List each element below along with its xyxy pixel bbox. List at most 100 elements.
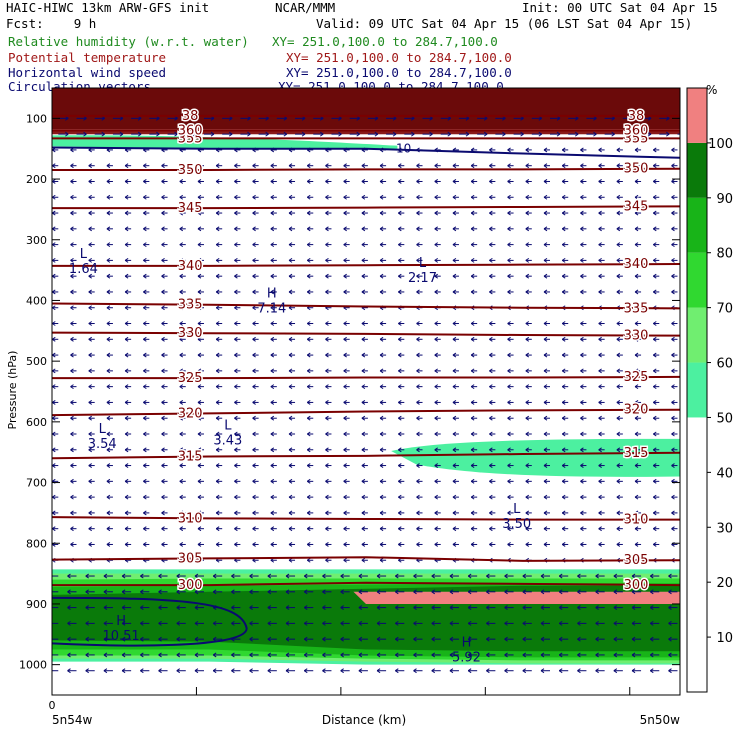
wind-vector-183 bbox=[197, 194, 204, 200]
wind-vector-111 bbox=[161, 163, 168, 169]
wind-vector-726 bbox=[525, 431, 532, 437]
wind-vector-943 bbox=[652, 526, 660, 532]
wind-vector-69 bbox=[677, 133, 680, 135]
wind-vector-1015 bbox=[52, 573, 59, 579]
wind-vector-123 bbox=[379, 163, 387, 169]
wind-vector-579 bbox=[398, 368, 405, 374]
forecast-hour: Fcst: 9 h bbox=[6, 16, 97, 31]
y-tick-label-200: 200 bbox=[26, 173, 47, 186]
wind-vector-629 bbox=[671, 384, 678, 390]
wind-vector-664 bbox=[671, 400, 678, 405]
extremum-H-6: H bbox=[116, 614, 126, 629]
wind-vector-893 bbox=[379, 510, 387, 516]
wind-vector-1134 bbox=[303, 620, 314, 626]
wind-vector-533 bbox=[197, 352, 204, 358]
wind-vector-1054 bbox=[121, 589, 132, 595]
wind-vector-216 bbox=[161, 210, 168, 216]
wind-vector-335 bbox=[416, 257, 423, 263]
wind-vector-996 bbox=[343, 557, 350, 563]
theta-label-350-0: 350 bbox=[178, 163, 203, 178]
wind-vector-149 bbox=[215, 179, 223, 184]
wind-vector-799 bbox=[580, 463, 587, 468]
wind-vector-1229 bbox=[121, 668, 132, 674]
wind-vector-369 bbox=[398, 273, 405, 279]
wind-vector-301 bbox=[434, 242, 441, 248]
wind-vector-373 bbox=[470, 273, 478, 279]
wind-vector-584 bbox=[489, 368, 496, 374]
wind-vector-892 bbox=[361, 510, 368, 516]
y-tick-label-600: 600 bbox=[26, 416, 47, 429]
extremum-value-6: 10.51 bbox=[102, 629, 139, 644]
wind-vector-963 bbox=[379, 542, 387, 547]
wind-vector-1120 bbox=[52, 620, 59, 626]
wind-vector-828 bbox=[470, 478, 478, 484]
wind-vector-313 bbox=[652, 242, 660, 248]
wind-vector-419 bbox=[671, 289, 678, 295]
extremum-value-1: 2.17 bbox=[408, 271, 437, 286]
colorbar-unit: % bbox=[706, 83, 717, 97]
wind-vector-1244 bbox=[395, 668, 405, 674]
wind-vector-262 bbox=[361, 226, 368, 232]
colorbar-tick-label-30: 30 bbox=[716, 521, 733, 536]
wind-vector-288 bbox=[197, 242, 204, 248]
wind-vector-136 bbox=[616, 163, 623, 169]
wind-vector-1115 bbox=[595, 605, 605, 611]
wind-vector-1247 bbox=[449, 668, 459, 674]
wind-vector-1091 bbox=[158, 605, 168, 611]
wind-vector-677 bbox=[270, 415, 277, 421]
wind-vector-1212 bbox=[449, 652, 459, 658]
wind-vector-1032 bbox=[358, 573, 368, 579]
wind-vector-957 bbox=[270, 542, 277, 547]
wind-vector-259 bbox=[306, 226, 314, 232]
wind-vector-823 bbox=[379, 478, 387, 484]
y-tick-label-900: 900 bbox=[26, 598, 47, 611]
wind-vector-911 bbox=[70, 526, 77, 532]
wind-vector-468 bbox=[288, 321, 296, 326]
wind-vector-206 bbox=[616, 194, 623, 200]
wind-vector-718 bbox=[379, 431, 387, 437]
wind-vector-682 bbox=[361, 415, 368, 421]
theta-label-340-0: 340 bbox=[178, 259, 203, 274]
wind-vector-195 bbox=[416, 194, 423, 200]
wind-vector-248 bbox=[106, 226, 113, 232]
wind-vector-798 bbox=[561, 463, 569, 468]
wind-vector-1130 bbox=[231, 620, 241, 626]
wind-vector-343 bbox=[561, 257, 569, 263]
wind-vector-921 bbox=[252, 526, 259, 532]
legend-theta-xy: XY= 251.0,100.0 to 284.7,100.0 bbox=[286, 50, 512, 65]
wind-vector-710 bbox=[234, 431, 241, 437]
wind-vector-571 bbox=[252, 368, 259, 374]
wind-vector-820 bbox=[325, 478, 332, 484]
wind-vector-1236 bbox=[249, 668, 259, 674]
wind-vector-853 bbox=[288, 494, 296, 500]
wind-vector-811 bbox=[161, 478, 168, 484]
wind-vector-570 bbox=[234, 368, 241, 374]
wind-vector-861 bbox=[434, 494, 441, 500]
wind-vector-137 bbox=[634, 163, 642, 169]
wind-vector-1185 bbox=[595, 636, 605, 642]
wind-vector-1052 bbox=[85, 589, 95, 595]
wind-vector-865 bbox=[507, 494, 514, 500]
wind-vector-62 bbox=[550, 131, 561, 137]
wind-vector-1135 bbox=[322, 620, 332, 626]
wind-vector-1218 bbox=[558, 652, 569, 658]
wind-vector-351 bbox=[70, 273, 77, 279]
wind-vector-1103 bbox=[376, 605, 387, 611]
wind-vector-138 bbox=[652, 163, 660, 169]
wind-vector-638 bbox=[197, 400, 204, 405]
wind-vector-848 bbox=[197, 494, 204, 500]
wind-vector-1149 bbox=[577, 620, 587, 626]
wind-vector-929 bbox=[398, 526, 405, 532]
wind-vector-282 bbox=[88, 242, 95, 248]
wind-vector-885 bbox=[234, 510, 241, 516]
wind-vector-232 bbox=[452, 210, 459, 216]
wind-vector-745 bbox=[234, 447, 241, 453]
wind-vector-1021 bbox=[158, 573, 168, 579]
wind-vector-315 bbox=[52, 257, 59, 263]
wind-vector-1126 bbox=[158, 620, 168, 626]
wind-vector-63 bbox=[568, 131, 579, 137]
wind-vector-965 bbox=[416, 542, 423, 547]
wind-vector-162 bbox=[452, 179, 459, 184]
wind-vector-548 bbox=[470, 352, 478, 358]
wind-vector-109 bbox=[124, 163, 132, 169]
